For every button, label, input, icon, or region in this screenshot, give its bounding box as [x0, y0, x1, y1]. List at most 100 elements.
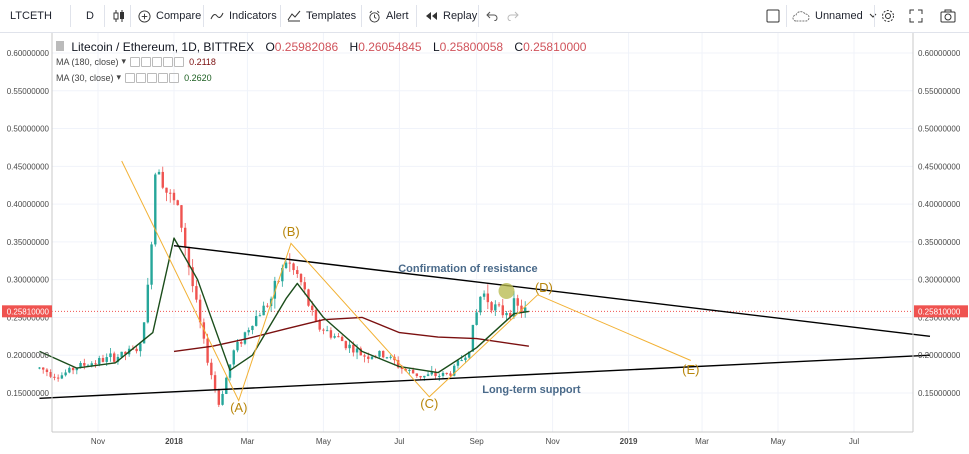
settings-button[interactable] — [881, 0, 895, 32]
candle-body — [60, 375, 64, 379]
candle-body — [217, 389, 221, 405]
candle-body — [38, 367, 41, 369]
chevron-down-icon: ▾ — [121, 56, 127, 66]
candle-body — [456, 360, 460, 366]
last-price-tag-left — [2, 305, 52, 318]
candle-body — [486, 293, 490, 303]
candle-body — [370, 356, 374, 359]
candle-body — [400, 367, 404, 369]
high-value: 0.26054845 — [358, 40, 422, 54]
candle-body — [262, 305, 265, 316]
candle-body — [161, 171, 164, 188]
candle-body — [150, 244, 153, 285]
candle-body — [348, 344, 351, 349]
candle-body — [426, 374, 430, 376]
y-tick-label-right: 0.15000000 — [918, 389, 961, 398]
candle-body — [139, 343, 142, 352]
compare-button[interactable]: Compare — [138, 0, 201, 32]
y-tick-label-right: 0.45000000 — [918, 162, 961, 171]
symbol-label: LTCETH — [10, 10, 52, 22]
alert-button[interactable]: Alert — [368, 0, 409, 32]
divider — [203, 5, 204, 27]
ma30-value: 0.2620 — [184, 72, 212, 83]
y-tick-label-left: 0.55000000 — [7, 87, 50, 96]
indicators-button[interactable]: Indicators — [210, 0, 277, 32]
annotation-label: Long-term support — [482, 384, 581, 396]
candle-body — [243, 332, 247, 344]
candle-body — [157, 171, 161, 175]
redo-button[interactable] — [507, 0, 519, 32]
y-tick-label-left: 0.15000000 — [7, 389, 50, 398]
snapshot-button[interactable] — [940, 0, 956, 32]
square-icon — [766, 9, 780, 23]
candle-body — [206, 338, 209, 363]
candle-body — [464, 357, 467, 361]
templates-button[interactable]: Templates — [287, 0, 356, 32]
candle-body — [202, 322, 206, 339]
divider — [786, 5, 787, 27]
fullscreen-icon — [909, 9, 923, 23]
undo-button[interactable] — [486, 0, 498, 32]
candle-body — [337, 336, 340, 338]
candle-body — [83, 363, 86, 366]
candle-body — [408, 369, 411, 371]
candle-body — [423, 375, 426, 378]
candle-body — [523, 307, 527, 313]
close-label: C — [514, 40, 524, 54]
indicator-ma180[interactable]: MA (180, close) ▾ 0.2118 — [56, 56, 216, 67]
x-tick-label: Jul — [394, 437, 404, 446]
divider — [70, 5, 71, 27]
y-tick-label-right: 0.40000000 — [918, 200, 961, 209]
candle-body — [232, 350, 235, 365]
candle-body — [64, 372, 67, 376]
x-tick-label: Mar — [241, 437, 255, 446]
last-price-tag-right — [914, 305, 968, 318]
candle-body — [479, 296, 482, 313]
candle-body — [352, 344, 355, 353]
low-value: 0.25800058 — [439, 40, 504, 54]
compare-label: Compare — [156, 10, 202, 22]
chart-style-button[interactable] — [112, 0, 126, 32]
interval-button[interactable]: D — [86, 0, 94, 32]
wave-label: (E) — [682, 362, 699, 377]
y-tick-label-left: 0.60000000 — [7, 49, 50, 58]
candle-body — [176, 200, 179, 206]
select-checkbox[interactable] — [766, 0, 780, 32]
candle-body — [41, 367, 45, 370]
resistance-touch-marker — [498, 283, 515, 299]
candle-body — [75, 367, 79, 371]
candle-body — [430, 372, 433, 375]
close-value: 0.25810000 — [523, 40, 587, 54]
candle-body — [284, 262, 288, 268]
wave-label: (C) — [420, 396, 438, 411]
x-tick-label: Mar — [695, 437, 709, 446]
candle-body — [299, 273, 303, 283]
candle-body — [329, 330, 333, 338]
divider — [361, 5, 362, 27]
candle-body — [467, 351, 471, 358]
candle-body — [382, 350, 385, 358]
fullscreen-button[interactable] — [909, 0, 923, 32]
replay-label: Replay — [443, 10, 478, 22]
x-tick-label: Sep — [470, 437, 485, 446]
x-tick-label: Nov — [91, 437, 105, 446]
y-tick-label-left: 0.45000000 — [7, 162, 50, 171]
candle-body — [49, 372, 52, 377]
candle-body — [236, 341, 239, 351]
candle-body — [116, 356, 120, 362]
candle-body — [288, 262, 292, 264]
indicator-actions[interactable] — [130, 56, 185, 67]
alarm-clock-icon — [368, 10, 381, 23]
replay-button[interactable]: Replay — [424, 0, 477, 32]
support-trendline — [39, 354, 931, 399]
candle-body — [71, 367, 75, 371]
gear-icon — [881, 9, 895, 23]
ma30-label: MA (30, close) — [56, 72, 114, 83]
candle-body — [449, 373, 452, 376]
candle-body — [105, 357, 108, 362]
indicator-wave-icon — [210, 11, 224, 21]
symbol-search[interactable]: LTCETH — [10, 0, 52, 32]
indicator-actions[interactable] — [125, 72, 180, 83]
indicator-ma30[interactable]: MA (30, close) ▾ 0.2620 — [56, 72, 212, 83]
